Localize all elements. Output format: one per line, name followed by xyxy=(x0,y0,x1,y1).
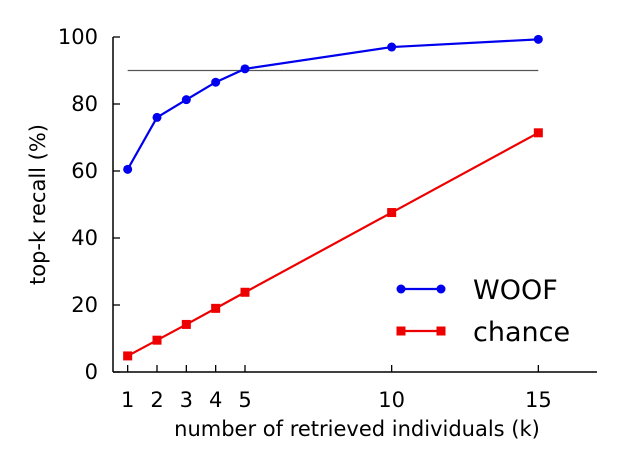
x-tick-label: 3 xyxy=(180,388,193,412)
y-tick-label: 0 xyxy=(85,360,98,384)
x-tick-label: 5 xyxy=(238,388,251,412)
y-tick-label: 100 xyxy=(58,25,98,49)
legend-label-chance: chance xyxy=(473,317,570,348)
x-tick-label: 2 xyxy=(150,388,163,412)
data-point-chance xyxy=(387,208,397,218)
axes: 0 20 40 60 80 100 1 2 3 4 5 10 15 xyxy=(58,25,597,412)
x-tick-label: 1 xyxy=(121,388,134,412)
data-point-chance xyxy=(181,319,191,329)
data-point-woof xyxy=(211,77,221,87)
data-point-chance xyxy=(240,287,250,297)
data-point-woof xyxy=(181,95,191,105)
data-point-woof xyxy=(123,164,133,174)
y-tick-label: 40 xyxy=(71,226,98,250)
data-point-woof xyxy=(533,34,543,44)
x-tick-label: 15 xyxy=(525,388,552,412)
data-point-chance xyxy=(152,335,162,345)
y-tick-label: 80 xyxy=(71,92,98,116)
legend-label-woof: WOOF xyxy=(473,275,558,306)
x-tick-label: 10 xyxy=(378,388,405,412)
data-point-woof xyxy=(152,112,162,122)
y-tick-label: 60 xyxy=(71,159,98,183)
series-group xyxy=(123,34,543,361)
data-point-woof xyxy=(240,64,250,74)
y-tick-label: 20 xyxy=(71,293,98,317)
data-point-chance xyxy=(211,303,221,313)
series-line-woof xyxy=(126,38,539,170)
y-axis-label: top-k recall (%) xyxy=(26,124,50,285)
legend-marker xyxy=(436,284,446,294)
data-point-chance xyxy=(533,128,543,138)
legend-marker xyxy=(396,326,406,336)
data-point-chance xyxy=(123,351,133,361)
x-axis-label: number of retrieved individuals (k) xyxy=(174,417,540,441)
data-point-woof xyxy=(387,42,397,52)
legend-marker xyxy=(436,326,446,336)
legend-marker xyxy=(396,284,406,294)
legend: WOOF chance xyxy=(396,275,570,348)
x-tick-label: 4 xyxy=(209,388,222,412)
